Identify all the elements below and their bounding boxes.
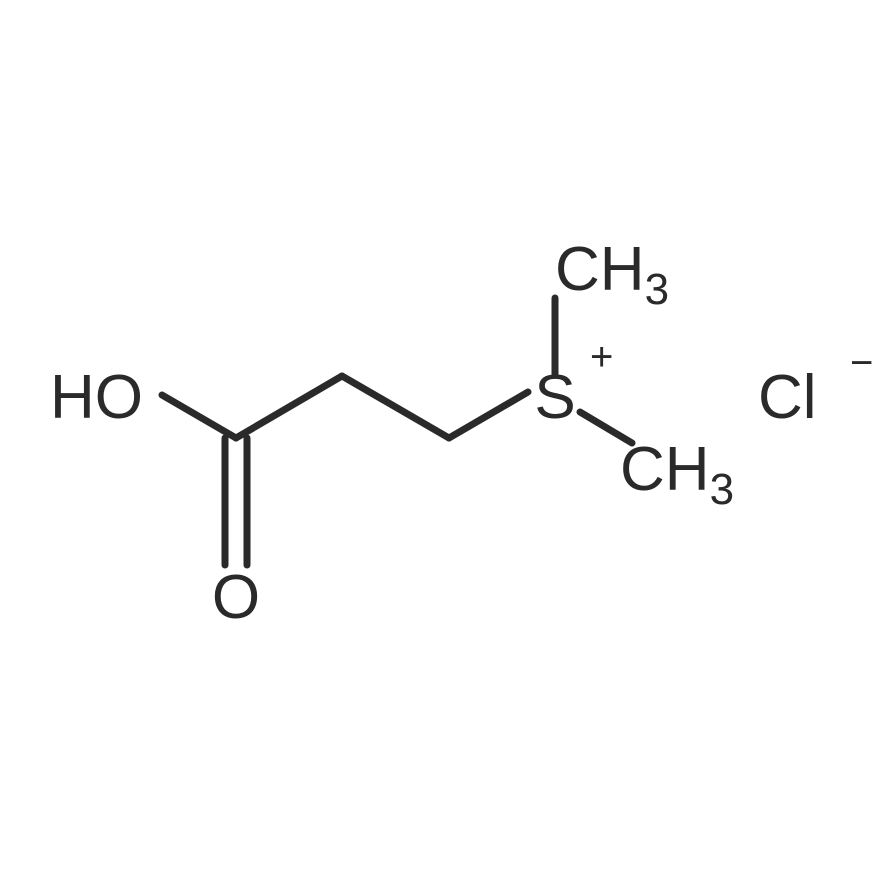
svg-text:CH3: CH3 xyxy=(620,435,734,514)
svg-text:HO: HO xyxy=(50,363,143,432)
svg-text:S: S xyxy=(534,363,575,432)
svg-text:+: + xyxy=(590,335,613,379)
svg-text:CH3: CH3 xyxy=(555,235,669,314)
svg-text:Cl: Cl xyxy=(758,363,817,432)
chemical-structure-svg: HO O S + CH3 CH3 Cl− xyxy=(0,0,890,890)
svg-text:O: O xyxy=(212,563,260,632)
svg-text:−: − xyxy=(850,341,873,385)
